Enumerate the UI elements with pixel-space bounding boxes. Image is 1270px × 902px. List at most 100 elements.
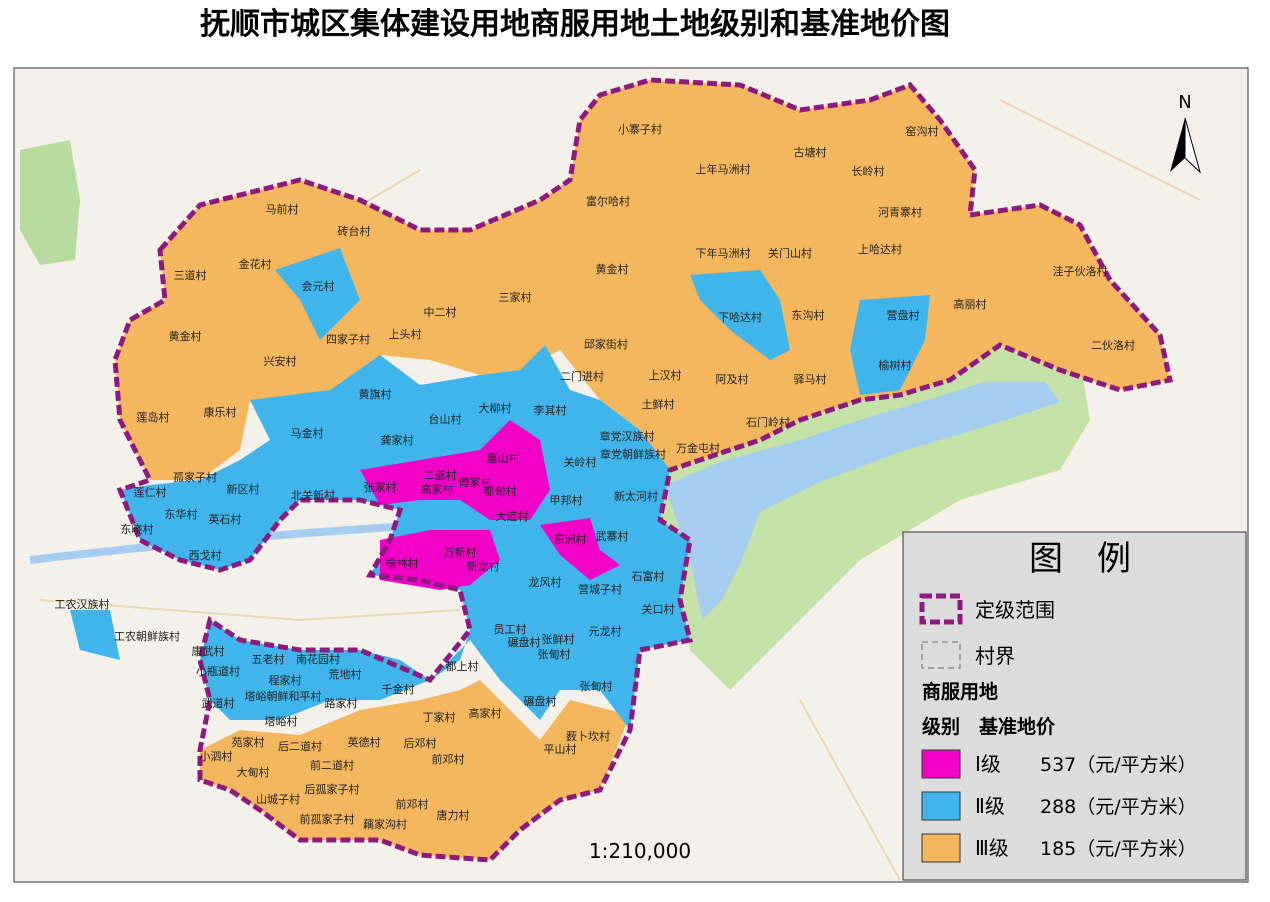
compass: N [1170,92,1201,174]
village-label: 上汉村 [649,368,682,382]
legend-price: 537（元/平方米） [1040,754,1197,776]
village-label: 张甸村 [580,679,613,693]
village-label: 后二道村 [278,739,322,753]
village-label: 唐力村 [437,808,470,822]
village-label: 土鲜村 [642,397,675,411]
village-label: 上哈达村 [858,242,902,256]
village-label: 丁家村 [423,710,456,724]
village-label: 邱家街村 [584,337,628,351]
village-label: 莲仁村 [134,485,167,499]
village-label: 窑沟村 [906,124,939,138]
village-label: 小寨子村 [618,122,662,136]
village-label: 上年马洲村 [696,162,751,176]
village-label: 龙风村 [529,575,562,589]
village-label: 英德村 [348,735,381,749]
village-label: 古塘村 [794,145,827,159]
village-label: 后邓村 [404,736,437,750]
village-label: 砖台村 [338,224,371,238]
village-label: 五老村 [252,652,285,666]
village-label: 会元村 [302,279,335,293]
village-label: 张家村 [364,480,397,494]
village-label: 金花村 [239,257,272,271]
village-label: 黄旗村 [359,387,392,401]
village-label: 关岭村 [564,455,597,469]
village-label: 小泗村 [200,749,233,763]
legend-label: 定级范围 [975,598,1055,622]
village-label: 张鲜村 [542,632,575,646]
grade-1-zone [360,420,620,590]
village-label: 东晓村 [121,522,154,536]
village-label: 前二道村 [310,758,354,772]
village-label: 前邓村 [396,797,429,811]
village-label: 西戈村 [189,548,222,562]
village-label: 高丽村 [954,297,987,311]
village-label: 东洲村 [554,532,587,546]
village-label: 程家村 [269,673,302,687]
village-label: 新龙村 [467,559,500,573]
village-label: 前孤家子村 [300,812,355,826]
village-label: 黄金村 [169,329,202,343]
legend-swatch [921,791,961,821]
village-label: 龚家村 [381,433,414,447]
legend-header: 级别 基准地价 [922,715,1056,738]
village-label: 傅家村 [459,475,492,489]
village-label: 三道村 [174,268,207,282]
village-label: 大甸村 [237,765,270,779]
village-label: 山城子村 [256,792,300,806]
village-label: 高家村 [421,482,454,496]
boundary [112,77,1173,863]
village-label: 甲邦村 [550,493,583,507]
grade-3-zone [115,80,1170,480]
village-label: 康武村 [192,644,225,658]
legend-grade: Ⅲ级 [975,836,1009,860]
village-label: 南花园村 [296,652,340,666]
village-label: 新区村 [227,482,260,496]
village-label: 河青寨村 [878,205,922,219]
village-label: 下年马洲村 [696,246,751,260]
village-label: 台山村 [429,412,462,426]
village-label: 北关新村 [291,488,335,502]
village-label: 二门进村 [560,369,604,383]
legend-village-symbol [921,641,961,669]
village-label: 元龙村 [589,624,622,638]
village-label: 员工村 [494,622,527,636]
legend-title: 图 例 [1029,539,1131,579]
legend-price: 288（元/平方米） [1040,796,1197,818]
village-label: 藕家沟村 [363,817,407,831]
legend-box [902,531,1247,881]
village-label: 莲岛村 [137,410,170,424]
legend-grade: Ⅰ级 [975,752,1001,776]
park [20,140,80,265]
legend: 图 例 定级范围 村界 商服用地 级别 基准地价 Ⅰ级 537（元/平方米） Ⅱ级 2… [902,531,1247,881]
village-label: 下哈达村 [718,310,762,324]
village-label: 小瓶道村 [196,664,240,678]
village-label: 大道村 [496,509,529,523]
village-label: 新太河村 [614,489,658,503]
village-label: 都上村 [446,659,479,673]
village-label: 三家村 [499,290,532,304]
village-label: 章党朝鲜族村 [600,447,666,461]
village-label: 大柳村 [479,401,512,415]
village-label: 康乐村 [204,405,237,419]
legend-boundary-symbol [919,593,963,625]
village-label: 塔峪村 [265,714,298,728]
legend-swatch [921,749,961,779]
village-label: 二伙洛村 [1091,338,1135,352]
village-label: 张甸村 [538,647,571,661]
village-label: 马金村 [291,426,324,440]
village-label: 嘉山村 [487,451,520,465]
village-label: 后孤家子村 [305,782,360,796]
village-label: 富尔哈村 [586,194,630,208]
village-label: 前邓村 [432,752,465,766]
village-label: 兴安村 [264,354,297,368]
village-label: 薮卜坎村 [566,729,610,743]
village-label: 碾盘村 [508,635,541,649]
village-label: 榆林村 [386,556,419,570]
village-label: 关口村 [642,602,675,616]
village-label: 高家村 [469,706,502,720]
village-label: 马前村 [266,202,299,216]
village-label: 营城子村 [578,582,622,596]
